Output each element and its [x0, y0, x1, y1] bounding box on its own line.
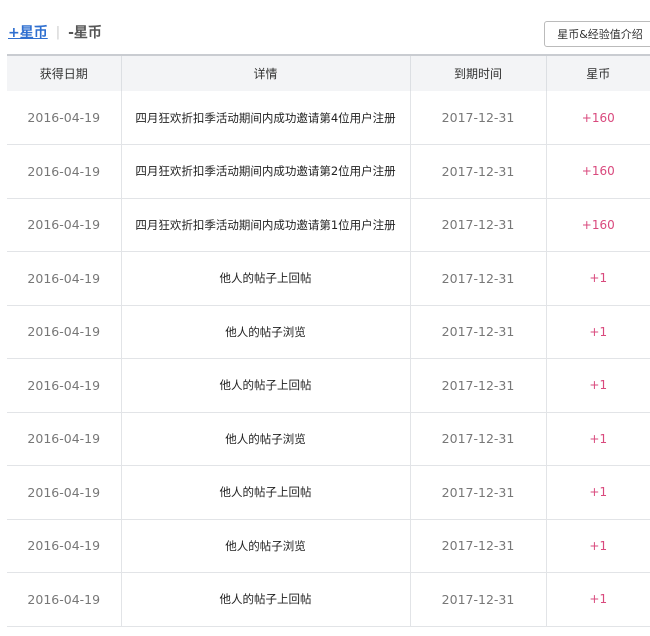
detail-cell: 他人的帖子上回帖: [120, 251, 410, 306]
coin-exp-intro-button[interactable]: 星币&经验值介绍: [544, 21, 650, 47]
detail-cell: 四月狂欢折扣季活动期间内成功邀请第4位用户注册: [120, 91, 410, 145]
coins-cell: +1: [545, 412, 650, 466]
detail-cell: 他人的帖子上回帖: [120, 572, 410, 627]
table-header: 获得日期 详情 到期时间 星币: [7, 54, 650, 91]
detail-cell: 四月狂欢折扣季活动期间内成功邀请第2位用户注册: [120, 144, 410, 199]
date-cell: 2016-04-19: [7, 358, 121, 413]
expiry-cell: 2017-12-31: [409, 358, 546, 413]
table-row: 2016-04-19 他人的帖子浏览 2017-12-31 +1: [7, 305, 650, 359]
coins-cell: +1: [545, 251, 650, 306]
detail-cell: 他人的帖子浏览: [120, 412, 410, 466]
coins-cell: +160: [545, 144, 650, 199]
tab-separator: |: [55, 24, 61, 40]
coins-cell: +160: [545, 198, 650, 252]
tab-plus-coins[interactable]: +星币: [8, 25, 48, 41]
date-cell: 2016-04-19: [7, 519, 121, 573]
expiry-cell: 2017-12-31: [409, 465, 546, 520]
detail-cell: 他人的帖子浏览: [120, 519, 410, 573]
expiry-cell: 2017-12-31: [409, 91, 546, 145]
coins-cell: +1: [545, 519, 650, 573]
coin-history-table: 获得日期 详情 到期时间 星币 2016-04-19 四月狂欢折扣季活动期间内成功…: [7, 54, 650, 627]
expiry-cell: 2017-12-31: [409, 572, 546, 627]
date-cell: 2016-04-19: [7, 198, 121, 252]
coins-cell: +1: [545, 358, 650, 413]
header-date: 获得日期: [7, 54, 121, 91]
expiry-cell: 2017-12-31: [409, 519, 546, 573]
detail-cell: 他人的帖子上回帖: [120, 465, 410, 520]
date-cell: 2016-04-19: [7, 305, 121, 359]
coin-tabs: +星币 | -星币: [8, 22, 102, 42]
date-cell: 2016-04-19: [7, 251, 121, 306]
header-coins: 星币: [545, 54, 650, 91]
header-detail: 详情: [120, 54, 410, 91]
date-cell: 2016-04-19: [7, 91, 121, 145]
expiry-cell: 2017-12-31: [409, 198, 546, 252]
table-row: 2016-04-19 他人的帖子浏览 2017-12-31 +1: [7, 412, 650, 466]
table-row: 2016-04-19 他人的帖子上回帖 2017-12-31 +1: [7, 251, 650, 306]
detail-cell: 四月狂欢折扣季活动期间内成功邀请第1位用户注册: [120, 198, 410, 252]
date-cell: 2016-04-19: [7, 412, 121, 466]
coins-cell: +1: [545, 572, 650, 627]
coins-cell: +160: [545, 91, 650, 145]
table-row: 2016-04-19 四月狂欢折扣季活动期间内成功邀请第2位用户注册 2017-12…: [7, 144, 650, 199]
table-row: 2016-04-19 他人的帖子浏览 2017-12-31 +1: [7, 519, 650, 573]
date-cell: 2016-04-19: [7, 465, 121, 520]
expiry-cell: 2017-12-31: [409, 144, 546, 199]
header-expiry: 到期时间: [409, 54, 546, 91]
table-row: 2016-04-19 他人的帖子上回帖 2017-12-31 +1: [7, 358, 650, 413]
coins-cell: +1: [545, 305, 650, 359]
expiry-cell: 2017-12-31: [409, 412, 546, 466]
date-cell: 2016-04-19: [7, 572, 121, 627]
table-row: 2016-04-19 四月狂欢折扣季活动期间内成功邀请第4位用户注册 2017-12…: [7, 91, 650, 145]
table-row: 2016-04-19 他人的帖子上回帖 2017-12-31 +1: [7, 572, 650, 627]
coins-cell: +1: [545, 465, 650, 520]
expiry-cell: 2017-12-31: [409, 251, 546, 306]
detail-cell: 他人的帖子上回帖: [120, 358, 410, 413]
expiry-cell: 2017-12-31: [409, 305, 546, 359]
detail-cell: 他人的帖子浏览: [120, 305, 410, 359]
table-row: 2016-04-19 四月狂欢折扣季活动期间内成功邀请第1位用户注册 2017-12…: [7, 198, 650, 252]
tab-minus-coins[interactable]: -星币: [68, 25, 102, 41]
date-cell: 2016-04-19: [7, 144, 121, 199]
table-row: 2016-04-19 他人的帖子上回帖 2017-12-31 +1: [7, 465, 650, 520]
